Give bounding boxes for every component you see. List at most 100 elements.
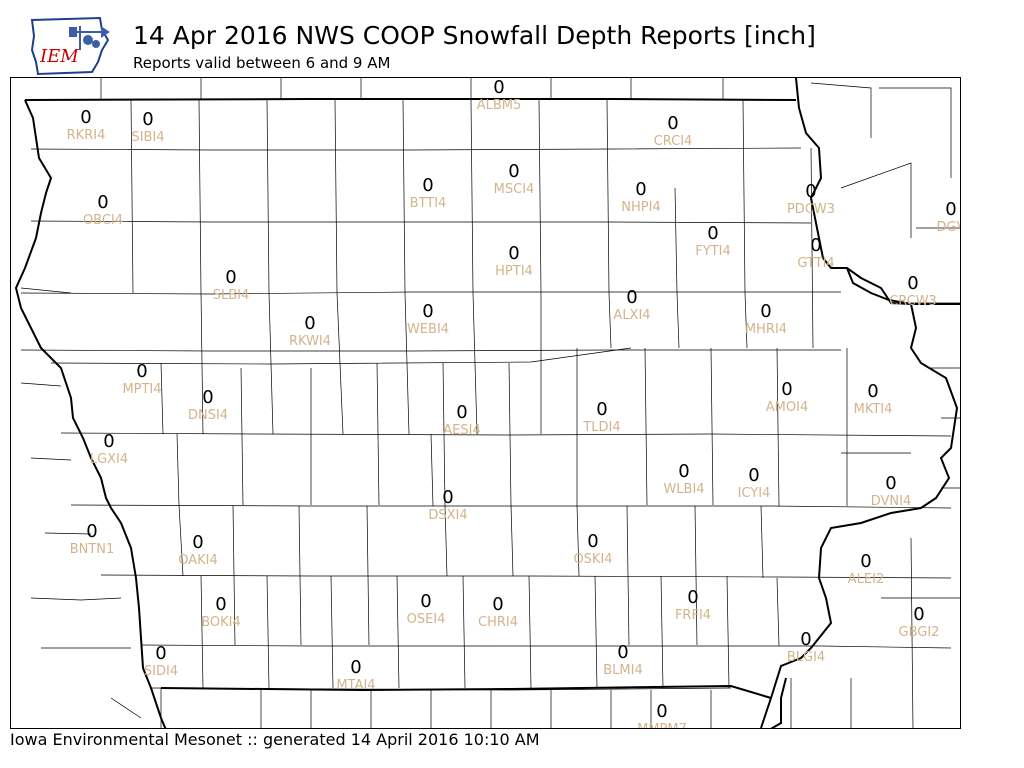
station-id: MKTI4 xyxy=(853,402,893,417)
station-marker-btti4: 0 BTTI4 xyxy=(388,175,468,212)
station-value: 0 xyxy=(103,431,115,452)
station-id: DVNI4 xyxy=(870,494,912,509)
station-value: 0 xyxy=(707,223,719,244)
iem-logo: IEM xyxy=(28,16,112,76)
station-marker-msci4: 0 MSCI4 xyxy=(474,161,554,198)
station-value: 0 xyxy=(136,361,148,382)
station-value: 0 xyxy=(596,399,608,420)
station-id: BLGI4 xyxy=(786,650,826,665)
station-marker-amoi4: 0 AMOI4 xyxy=(747,379,827,416)
station-id: DSXI4 xyxy=(428,508,468,523)
station-value: 0 xyxy=(678,461,690,482)
station-value: 0 xyxy=(422,175,434,196)
station-id: FYTI4 xyxy=(695,244,731,259)
footer-credit: Iowa Environmental Mesonet :: generated … xyxy=(10,730,540,749)
station-marker-slbi4: 0 SLBI4 xyxy=(191,268,271,304)
station-value: 0 xyxy=(304,313,316,334)
station-value: 0 xyxy=(810,235,822,256)
station-value: 0 xyxy=(748,465,760,486)
station-id: CRCW3 xyxy=(889,294,937,309)
station-value: 0 xyxy=(656,701,668,722)
station-id: ICYI4 xyxy=(737,486,771,501)
station-id: FRFI4 xyxy=(674,608,712,623)
station-id: CRCI4 xyxy=(653,134,693,149)
map-panel: 0 ALBM5 0 RKRI4 0 SIBI4 0 CRCI4 0 OBCI4 0 BTTI4 0 MSC… xyxy=(10,77,961,729)
station-id: WEBI4 xyxy=(406,322,450,337)
station-id: AESI4 xyxy=(443,423,481,438)
station-marker-lgxi4: 0 LGXI4 xyxy=(69,431,149,468)
station-id: GTTI4 xyxy=(797,256,835,271)
station-id: OSKI4 xyxy=(573,552,613,567)
station-value: 0 xyxy=(800,629,812,650)
station-value: 0 xyxy=(80,107,92,128)
station-value: 0 xyxy=(945,199,957,220)
map-basemap xyxy=(14,78,960,728)
station-value: 0 xyxy=(867,381,879,402)
station-marker-albm5: 0 ALBM5 xyxy=(459,78,539,113)
station-id: MHRI4 xyxy=(744,322,788,337)
weather-vane-icon xyxy=(69,26,110,50)
station-marker-mpti4: 0 MPTI4 xyxy=(102,361,182,398)
station-value: 0 xyxy=(215,594,227,615)
station-value: 0 xyxy=(422,301,434,322)
station-value: 0 xyxy=(760,301,772,322)
station-marker-mtai4: 0 MTAI4 xyxy=(316,657,396,694)
station-id: PDCW3 xyxy=(786,202,836,217)
station-value: 0 xyxy=(508,161,520,182)
station-marker-alei2: 0 ALEI2 xyxy=(826,552,906,588)
station-marker-icyi4: 0 ICYI4 xyxy=(714,465,794,502)
station-value: 0 xyxy=(86,521,98,542)
station-marker-aesi4: 0 AESI4 xyxy=(422,403,502,439)
station-marker-osei4: 0 OSEI4 xyxy=(386,592,466,628)
station-value: 0 xyxy=(142,109,154,130)
station-value: 0 xyxy=(350,657,362,678)
station-marker-crci4: 0 CRCI4 xyxy=(633,113,713,150)
station-id: ALEI2 xyxy=(847,572,885,587)
station-value: 0 xyxy=(587,531,599,552)
station-id: TLDI4 xyxy=(583,420,621,435)
station-marker-nhpi4: 0 NHPI4 xyxy=(601,179,681,216)
station-value: 0 xyxy=(493,77,505,98)
station-marker-mkti4: 0 MKTI4 xyxy=(833,381,913,418)
station-marker-blgi4: 0 BLGI4 xyxy=(766,629,846,666)
station-id: BOKI4 xyxy=(201,615,241,630)
station-id: OSEI4 xyxy=(406,612,446,627)
station-id: SIDI4 xyxy=(143,664,179,679)
station-value: 0 xyxy=(442,487,454,508)
station-marker-obci4: 0 OBCI4 xyxy=(63,193,143,229)
station-marker-dgv: 0DGV xyxy=(911,199,961,236)
station-value: 0 xyxy=(667,113,679,134)
station-marker-blmi4: 0 BLMI4 xyxy=(583,643,663,679)
page-title: 14 Apr 2016 NWS COOP Snowfall Depth Repo… xyxy=(133,21,816,50)
station-marker-gbgi2: 0 GBGI2 xyxy=(879,605,959,641)
station-id: GBGI2 xyxy=(898,625,940,640)
station-value: 0 xyxy=(885,473,897,494)
station-id: HPTI4 xyxy=(495,264,533,279)
station-id: MMPM7 xyxy=(622,722,702,728)
station-id: MPTI4 xyxy=(122,382,162,397)
station-value: 0 xyxy=(508,243,520,264)
station-value: 0 xyxy=(781,379,793,400)
station-id: MTAI4 xyxy=(336,678,376,693)
station-id: CHRI4 xyxy=(478,615,518,630)
page-subtitle: Reports valid between 6 and 9 AM xyxy=(133,54,391,72)
station-id: OAKI4 xyxy=(178,553,218,568)
station-marker-webi4: 0 WEBI4 xyxy=(388,301,468,338)
station-marker-pdcw3: 0 PDCW3 xyxy=(771,182,851,218)
station-id: MSCI4 xyxy=(493,182,535,197)
station-marker-sibi4: 0 SIBI4 xyxy=(108,109,188,146)
station-marker-frfi4: 0 FRFI4 xyxy=(653,588,733,624)
station-marker-boki4: 0 BOKI4 xyxy=(181,594,261,631)
station-value: 0 xyxy=(155,643,167,664)
station-value: 0 xyxy=(202,387,214,408)
station-marker-mhri4: 0 MHRI4 xyxy=(726,301,806,338)
station-marker-rkwi4: 0 RKWI4 xyxy=(270,313,350,350)
station-id: OBCI4 xyxy=(82,213,124,228)
station-value: 0 xyxy=(492,594,504,615)
station-marker-wlbi4: 0 WLBI4 xyxy=(644,461,724,498)
station-value: 0 xyxy=(635,179,647,200)
station-marker-mmpm7: 0MMPM7 xyxy=(622,702,702,729)
station-value: 0 xyxy=(192,532,204,553)
station-id: RKRI4 xyxy=(66,128,106,143)
station-marker-tldi4: 0 TLDI4 xyxy=(562,399,642,436)
